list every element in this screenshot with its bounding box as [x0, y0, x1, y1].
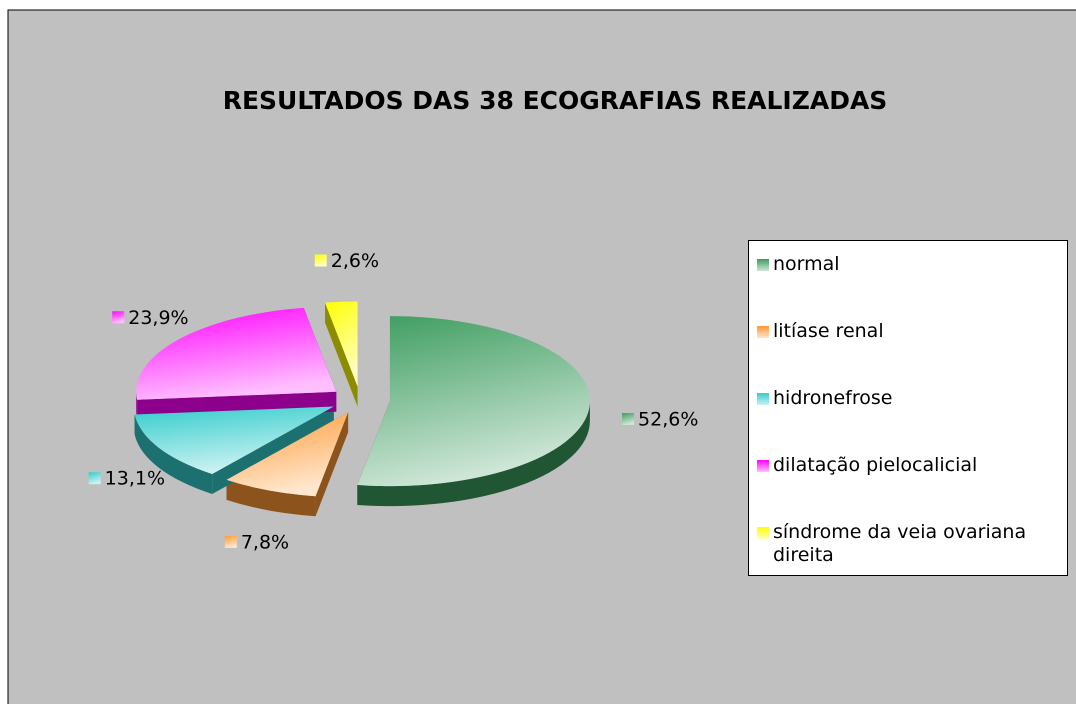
label-swatch	[224, 535, 237, 548]
pie-slice	[136, 307, 337, 400]
legend-item: dilatação pielocalicial	[749, 454, 1067, 521]
data-label: 52,6%	[638, 408, 698, 430]
legend-label: síndrome da veia ovariana direita	[773, 521, 1027, 566]
pie-side	[357, 401, 590, 507]
label-swatch	[622, 412, 635, 425]
label-swatch	[88, 472, 101, 485]
pie-side	[136, 391, 138, 420]
data-labels: 52,6% 7,8% 13,1% 23,9% 2,6%	[88, 250, 698, 553]
label-swatch	[314, 254, 327, 267]
pie-side	[226, 479, 316, 517]
pie-slice	[357, 316, 590, 487]
label-swatch	[112, 311, 125, 324]
legend-swatch	[757, 527, 769, 539]
data-label: 23,9%	[128, 307, 188, 329]
data-label: 2,6%	[331, 250, 379, 272]
legend-item: normal	[749, 253, 1067, 320]
pie-slice	[226, 412, 349, 497]
legend-label: hidronefrose	[773, 387, 893, 409]
legend-swatch	[757, 393, 769, 405]
legend-swatch	[757, 460, 769, 472]
pie-side	[325, 302, 358, 407]
legend-item: síndrome da veia ovariana direita	[749, 521, 1067, 588]
pie-side	[315, 412, 349, 517]
legend-label: normal	[773, 253, 840, 275]
data-label: 13,1%	[105, 468, 165, 490]
pie-slice	[325, 301, 358, 387]
legend-swatch	[757, 259, 769, 271]
legend: normal litíase renal hidronefrose dilatação…	[748, 240, 1068, 576]
pie-side	[134, 414, 213, 495]
data-label: 7,8%	[241, 531, 289, 553]
chart-title: RESULTADOS DAS 38 ECOGRAFIAS REALIZADAS	[223, 86, 888, 115]
legend-swatch	[757, 326, 769, 338]
legend-label: dilatação pielocalicial	[773, 454, 978, 476]
pie-tops	[134, 301, 590, 497]
pie-slice	[134, 406, 334, 475]
legend-label: litíase renal	[773, 320, 884, 342]
legend-item: hidronefrose	[749, 387, 1067, 454]
legend-item: litíase renal	[749, 320, 1067, 387]
